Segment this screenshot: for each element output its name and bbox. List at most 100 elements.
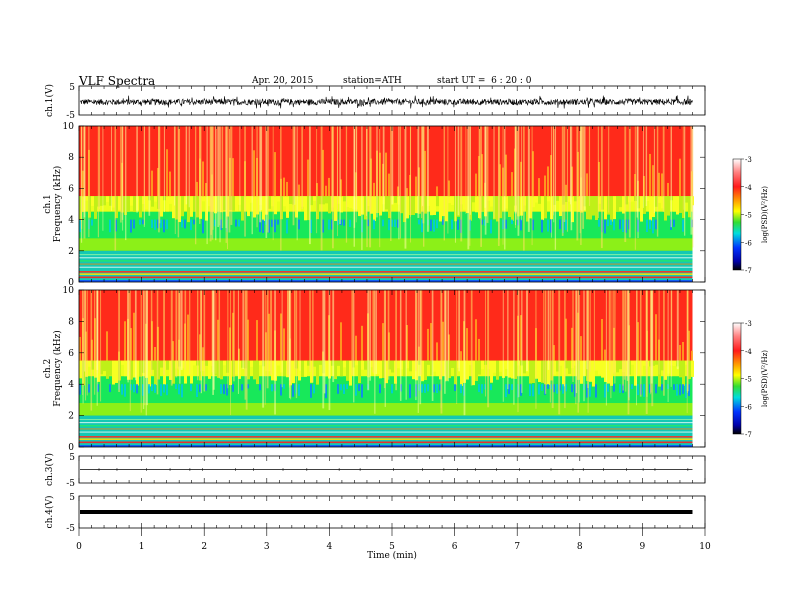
spectrogram-streak [288,290,291,381]
spectrogram-streak [94,290,96,395]
spectrogram-texture [598,360,601,375]
spectrogram-streak [566,126,568,232]
spectrogram-texture [433,219,435,232]
spectrogram-texture [166,149,168,197]
spectrogram-texture [478,384,480,393]
spectrogram-streak [478,126,480,210]
spectrogram-texture [481,196,484,211]
spectrogram-texture [172,360,175,384]
spectrogram-texture [253,360,256,380]
spectrogram-texture [88,384,90,393]
y-tick-label: 0 [68,443,74,453]
spectrogram-texture [619,219,621,230]
spectrogram-texture [541,360,544,383]
spectrogram-texture [421,360,424,382]
spectrogram-texture [604,384,606,398]
spectrogram-texture [277,219,279,225]
spectrogram-texture [160,360,163,368]
spectrogram-texture [232,196,235,211]
spectrogram-streak [484,126,487,235]
spectrogram-texture [430,360,433,376]
spectrogram-texture [661,360,664,371]
spectrogram-texture [247,360,250,380]
x-tick-label: 1 [139,542,145,552]
spectrogram-texture [172,341,174,361]
spectrogram-texture [202,347,204,361]
spectrogram-streak [583,126,586,211]
spectrogram-texture [580,336,582,361]
spectrogram-texture [679,360,682,378]
spectrogram-texture [283,196,286,207]
spectrogram-texture [127,196,130,211]
spectrogram-texture [337,360,340,366]
spectrogram-streak [593,290,595,371]
spectrogram-texture [298,219,300,230]
spectrogram-texture [508,360,511,378]
spectrogram-texture [538,360,541,383]
spectrogram-streak [353,126,355,247]
spectrogram-texture [91,196,94,206]
spectrogram-texture [595,196,598,220]
spectrogram-streak [90,290,93,411]
spectrogram-texture [112,360,115,385]
spectrogram-texture [622,196,625,214]
spectrogram-texture [379,360,382,379]
spectrogram-texture [226,384,228,396]
spectrogram-texture [643,360,646,366]
spectrogram-texture [499,360,502,372]
spectrogram-texture [322,196,325,205]
spectrogram-band [79,238,693,251]
x-tick-label: 0 [76,542,82,552]
spectrogram-streak [612,290,614,375]
spectrogram-streak [507,290,509,390]
spectrogram-texture [505,360,508,369]
spectrogram-streak [624,126,627,242]
spectrogram-texture [130,328,132,361]
spectrogram-texture [337,384,339,394]
spectrogram-streak [564,290,566,409]
spectrogram-streak [379,126,381,248]
spectrogram-texture [481,384,483,394]
spectrogram-texture [418,196,421,214]
spectrogram-streak [200,290,202,372]
spectrogram-streak [497,126,500,246]
spectrogram-texture [499,196,502,219]
spectrogram-texture [514,360,517,379]
spectrogram-texture [205,384,207,391]
x-tick-label: 3 [264,542,270,552]
spectrogram-streak [337,126,338,237]
spectrogram-streak [83,126,86,218]
spectrogram-texture [406,360,409,369]
spectrogram-streak [469,126,471,215]
spectrogram-streak [513,290,515,405]
spectrogram-texture [274,219,276,233]
spectrogram-texture [658,196,661,203]
spectrogram-texture [388,219,390,231]
spectrogram-texture [655,196,658,207]
spectrogram-texture [643,196,646,214]
spectrogram-texture [385,360,388,384]
spectrogram-texture [673,360,676,367]
spectrogram-texture [688,384,690,397]
spectrogram-texture [337,196,340,204]
colorbar-tick-label: -3 [745,156,752,164]
spectrogram-texture [385,196,388,210]
spectrogram-texture [88,360,91,367]
spectrogram-texture [655,384,657,394]
spectrogram-texture [373,219,375,230]
spectrogram-streak [245,290,248,410]
spectrogram-streak [262,290,265,408]
spectrogram-texture [346,384,348,390]
spectrogram-streak [404,126,407,249]
spectrogram-texture [115,360,118,383]
spectrogram-texture [436,384,438,393]
spectrogram-texture [289,196,292,204]
spectrogram-streak [576,126,579,241]
spectrogram-texture [418,219,420,225]
spectrogram-texture [346,196,349,208]
spectrogram-texture [655,360,658,365]
x-tick-label: 7 [514,542,520,552]
spectrogram-streak [369,290,371,381]
spectrogram-texture [373,182,375,197]
